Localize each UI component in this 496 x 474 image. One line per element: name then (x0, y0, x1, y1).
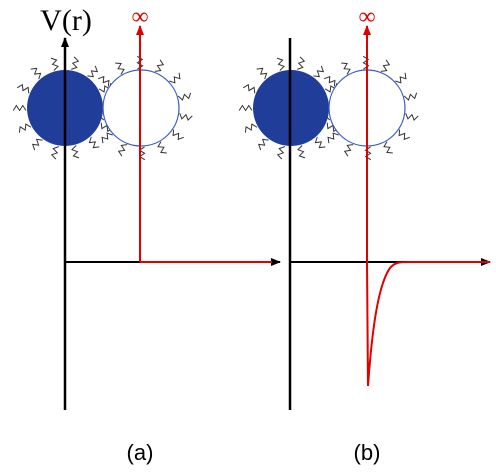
ligand (71, 57, 78, 70)
ligand (173, 130, 184, 140)
ligand (259, 139, 269, 150)
ligand (178, 93, 190, 100)
ligand (180, 113, 193, 120)
ligand (328, 133, 339, 143)
ligand (277, 58, 284, 70)
panel-a: V(r) ∞ (a) (13, 4, 280, 465)
ligand (13, 106, 26, 111)
ligand (313, 66, 323, 77)
panel-label: (b) (354, 440, 381, 465)
ligand (345, 145, 354, 157)
ligand (33, 139, 43, 150)
ligand (158, 142, 167, 153)
ligand (297, 57, 304, 70)
ligand (115, 63, 124, 74)
ligand (119, 145, 128, 157)
ligand (257, 68, 267, 79)
ligand (384, 142, 393, 153)
ligand (381, 60, 390, 72)
ligand (169, 73, 180, 83)
ligand (243, 85, 255, 94)
ligand (87, 66, 97, 77)
ligand (155, 60, 164, 72)
panel-label: (a) (127, 440, 154, 465)
panel-b: ∞ (b) (239, 4, 490, 465)
ligand (341, 63, 350, 74)
ligand (245, 124, 257, 133)
ligand (52, 147, 59, 160)
ligand (31, 68, 41, 79)
ligand (298, 146, 305, 158)
ligand (51, 58, 58, 70)
ligand (89, 137, 99, 148)
ligand (72, 146, 79, 158)
potential-well (367, 262, 490, 386)
ligand (278, 147, 285, 160)
ligand (324, 77, 335, 87)
infinity-label: ∞ (131, 4, 148, 30)
ligand (239, 106, 252, 111)
ligand (395, 73, 406, 83)
ligand (17, 85, 29, 94)
ligand (19, 124, 31, 133)
y-axis-label: V(r) (40, 4, 92, 37)
figure: V(r) ∞ (a) ∞ (b) (0, 0, 496, 474)
infinity-label: ∞ (358, 4, 375, 30)
ligand (102, 133, 113, 143)
ligand (315, 137, 325, 148)
ligand (399, 130, 410, 140)
ligand (406, 113, 419, 120)
ligand (98, 77, 109, 87)
ligand (404, 93, 416, 100)
